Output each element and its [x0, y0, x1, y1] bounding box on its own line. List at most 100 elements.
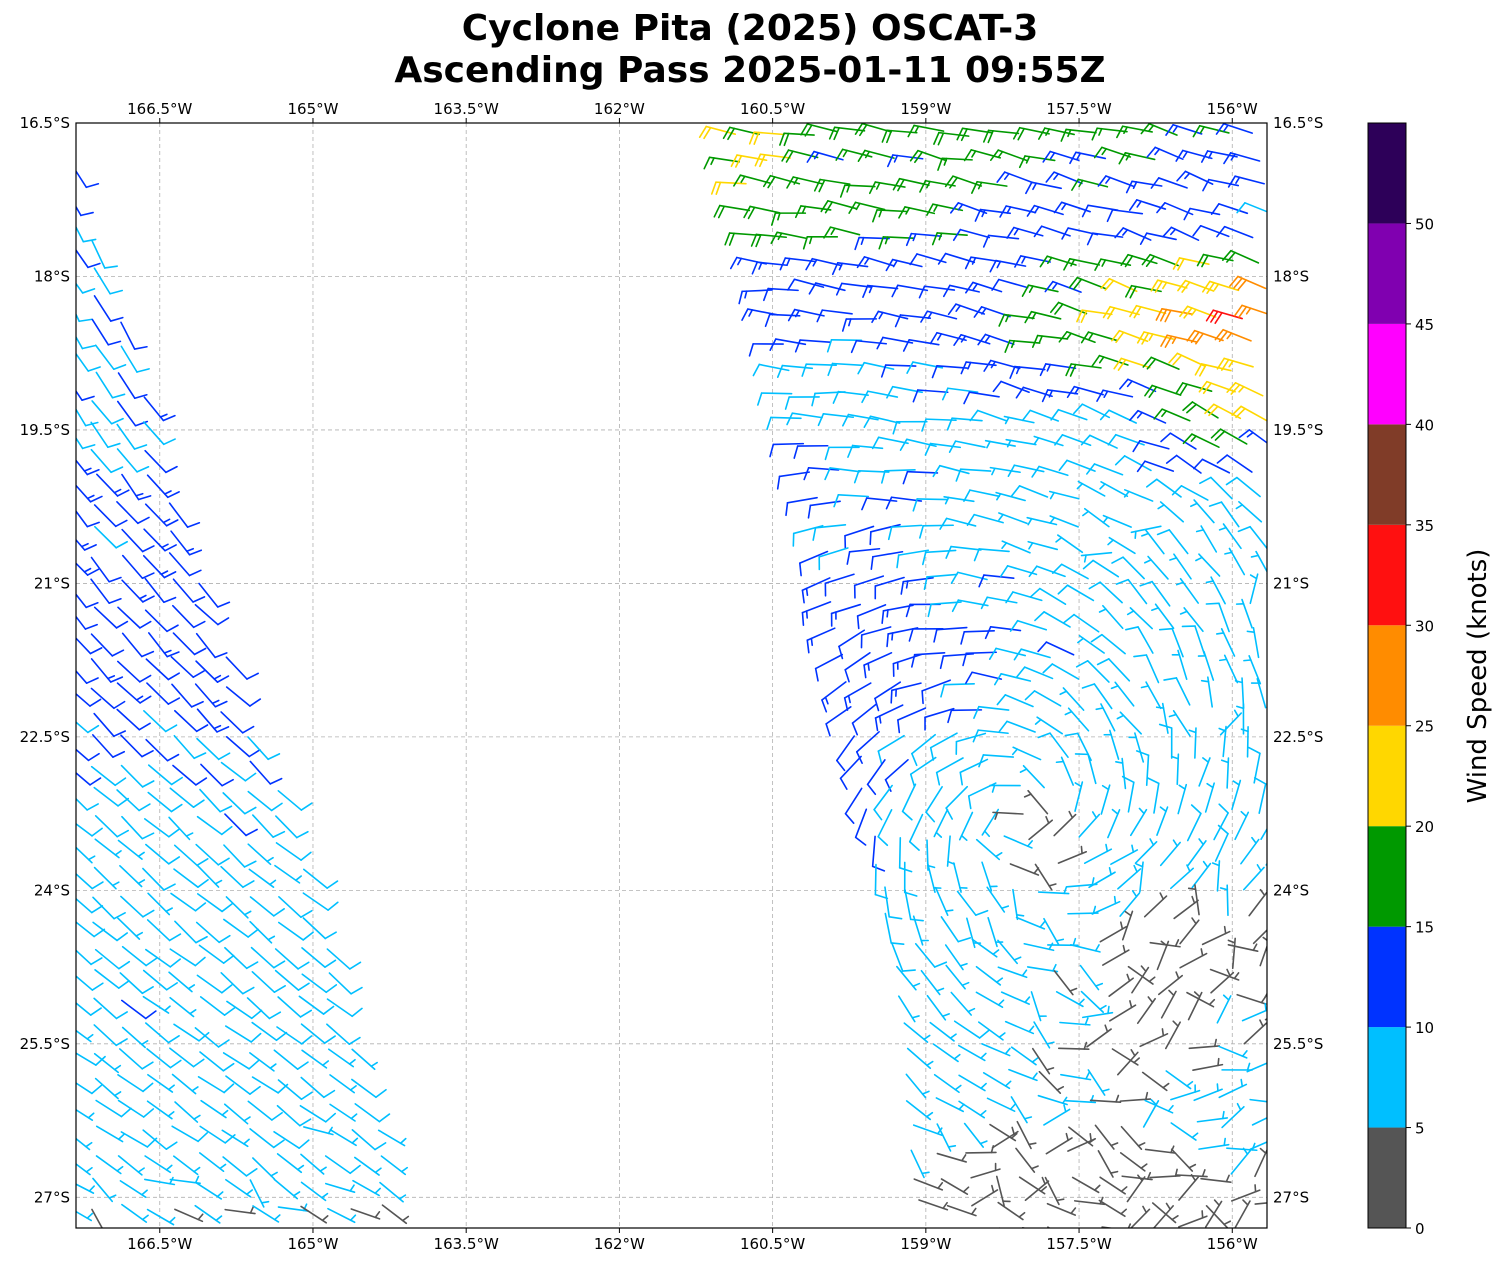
barb-feather: [188, 523, 200, 527]
barb-staff: [878, 736, 904, 752]
barb-feather: [139, 723, 150, 729]
barb-staff: [1266, 840, 1282, 865]
barb-feather: [1192, 897, 1194, 903]
barb-feather: [1212, 204, 1219, 214]
wind-barb: [1200, 477, 1232, 498]
barb-feather: [903, 811, 912, 819]
wind-barb: [832, 605, 861, 626]
barb-feather: [802, 613, 803, 625]
barb-staff: [197, 634, 215, 658]
wind-barb: [199, 1077, 234, 1093]
barb-staff: [879, 437, 908, 443]
barb-feather: [1064, 259, 1070, 270]
wind-barb: [1073, 1177, 1100, 1192]
barb-feather: [1033, 1073, 1037, 1078]
wind-barb: [1250, 1132, 1278, 1149]
wind-barb: [1083, 1007, 1113, 1018]
barb-staff: [1052, 664, 1078, 679]
barb-feather: [938, 334, 942, 340]
barb-staff: [65, 375, 82, 400]
barb-feather: [1115, 897, 1116, 904]
barb-feather: [855, 238, 859, 250]
barb-staff: [1000, 1228, 1029, 1237]
barb-feather: [1074, 404, 1083, 413]
barb-feather: [1219, 804, 1228, 813]
wind-barb: [1197, 1112, 1227, 1122]
barb-feather: [140, 622, 151, 628]
barb-feather: [1090, 1134, 1091, 1141]
barb-feather: [1103, 786, 1109, 790]
barb-staff: [1181, 486, 1207, 500]
wind-barb: [1117, 712, 1141, 734]
barb-feather: [874, 810, 881, 820]
barb-staff: [1068, 585, 1094, 600]
wind-barb: [1051, 410, 1087, 420]
barb-feather: [839, 263, 842, 269]
barb-staff: [1259, 784, 1265, 813]
barb-staff: [92, 634, 113, 656]
barb-staff: [199, 945, 223, 963]
barb-feather: [136, 933, 142, 936]
barb-staff: [199, 584, 218, 607]
barb-feather: [272, 803, 282, 810]
barb-feather: [1013, 749, 1018, 754]
wind-barb: [1025, 791, 1048, 814]
barb-feather: [1017, 667, 1025, 677]
barb-feather: [192, 702, 203, 707]
wind-barb: [279, 923, 313, 940]
wind-barb: [1101, 785, 1109, 814]
barb-feather: [92, 828, 102, 835]
wind-barb: [117, 502, 149, 523]
barb-feather: [1236, 177, 1240, 183]
barb-feather: [117, 1167, 122, 1171]
barb-feather: [800, 563, 801, 575]
barb-staff: [95, 527, 116, 548]
barb-staff: [1001, 381, 1029, 392]
barb-staff: [956, 441, 985, 447]
wind-barb: [914, 1179, 942, 1190]
barb-feather: [1091, 635, 1101, 642]
wind-barb: [68, 818, 102, 836]
barb-feather: [979, 575, 984, 587]
y-tick-label-right: 24°S: [1273, 881, 1309, 899]
barb-feather: [1185, 173, 1190, 178]
barb-feather: [1051, 153, 1055, 159]
wind-barb: [1031, 992, 1046, 1021]
barb-feather: [1213, 863, 1219, 865]
wind-barb: [199, 945, 233, 963]
barb-staff: [248, 1101, 272, 1120]
barb-staff: [279, 923, 303, 940]
barb-feather: [1086, 1073, 1089, 1079]
wind-barb: [1206, 783, 1214, 812]
barb-staff: [944, 684, 974, 685]
barb-feather: [938, 1183, 942, 1188]
wind-barb: [1010, 864, 1038, 875]
barb-staff: [792, 413, 822, 417]
barb-feather: [873, 866, 885, 871]
wind-barb: [922, 680, 950, 703]
barb-feather: [195, 957, 205, 965]
barb-feather: [79, 319, 91, 321]
barb-feather: [1100, 1006, 1106, 1009]
barb-feather: [1035, 612, 1044, 621]
barb-feather: [1066, 1134, 1068, 1141]
barb-staff: [92, 767, 116, 786]
wind-barb: [67, 661, 98, 684]
barb-feather: [990, 261, 996, 272]
y-tick-label-left: 16.5°S: [20, 114, 70, 132]
barb-feather: [964, 392, 969, 403]
wind-barb: [1120, 1093, 1150, 1101]
barb-staff: [252, 972, 274, 992]
barb-feather: [267, 858, 273, 862]
barb-feather: [1218, 1059, 1219, 1066]
barb-staff: [898, 708, 926, 720]
wind-barb: [1092, 128, 1127, 140]
barb-feather: [249, 1061, 258, 1069]
barb-feather: [1106, 178, 1110, 183]
barb-feather: [113, 394, 125, 397]
barb-feather: [322, 1216, 327, 1220]
barb-feather: [803, 207, 806, 213]
wind-barb: [1118, 866, 1140, 889]
barb-staff: [198, 817, 222, 835]
wind-barb: [1136, 839, 1157, 863]
